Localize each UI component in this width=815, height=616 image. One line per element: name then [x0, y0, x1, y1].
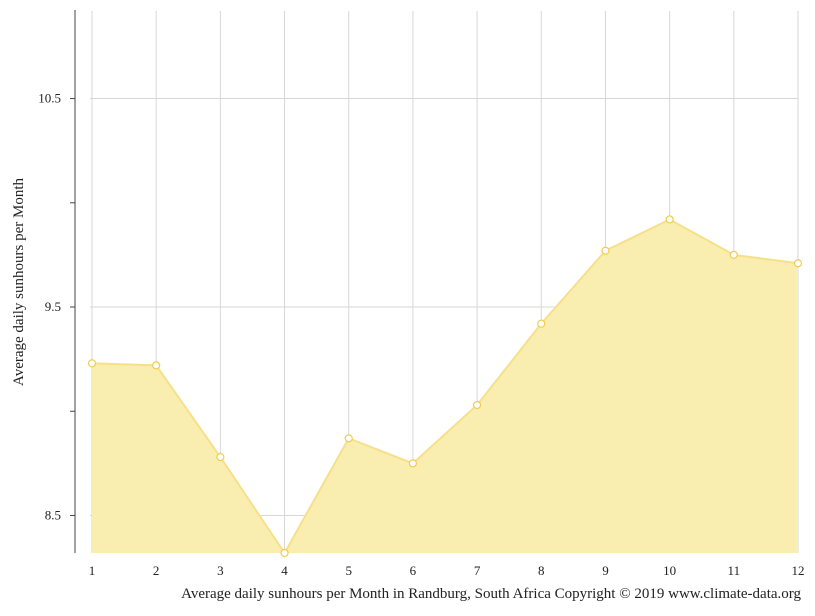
- data-point-marker[interactable]: [216, 453, 225, 462]
- x-tick-label: 11: [728, 563, 741, 578]
- data-point-marker[interactable]: [729, 250, 738, 259]
- x-tick-label: 3: [217, 563, 224, 578]
- y-tick-label: 9.5: [45, 299, 61, 314]
- data-point-marker[interactable]: [344, 434, 353, 443]
- data-point-marker[interactable]: [152, 361, 161, 370]
- series-line: [91, 218, 799, 555]
- x-tick-label: 8: [538, 563, 545, 578]
- axis-layer: [70, 10, 76, 553]
- y-tick-label: 10.5: [38, 91, 61, 106]
- label-layer: 8.59.510.51 2 3 4 5 6 7 8 9 10 11 12: [38, 91, 804, 578]
- marker-layer: [87, 215, 803, 558]
- data-point-marker[interactable]: [601, 246, 610, 255]
- x-tick-label: 6: [410, 563, 417, 578]
- x-tick-label: 7: [474, 563, 481, 578]
- x-tick-label: 10: [663, 563, 676, 578]
- y-tick-label: 8.5: [45, 507, 61, 522]
- x-tick-label: 2: [153, 563, 160, 578]
- chart-caption: Average daily sunhours per Month in Rand…: [181, 586, 801, 602]
- series-area: [92, 219, 798, 553]
- x-tick-label: 1: [89, 563, 96, 578]
- data-point-marker[interactable]: [87, 359, 97, 368]
- x-tick-label: 5: [345, 563, 352, 578]
- data-point-marker[interactable]: [665, 215, 674, 224]
- x-tick-label: 12: [792, 563, 805, 578]
- data-point-marker[interactable]: [793, 259, 803, 268]
- data-point-marker[interactable]: [537, 319, 546, 328]
- x-tick-label: 4: [281, 563, 288, 578]
- data-point-marker[interactable]: [472, 400, 482, 410]
- data-point-marker[interactable]: [408, 459, 418, 468]
- x-tick-label: 9: [602, 563, 609, 578]
- area-layer: [91, 218, 799, 555]
- y-axis-title: Average daily sunhours per Month: [11, 178, 27, 387]
- data-point-marker[interactable]: [280, 548, 289, 558]
